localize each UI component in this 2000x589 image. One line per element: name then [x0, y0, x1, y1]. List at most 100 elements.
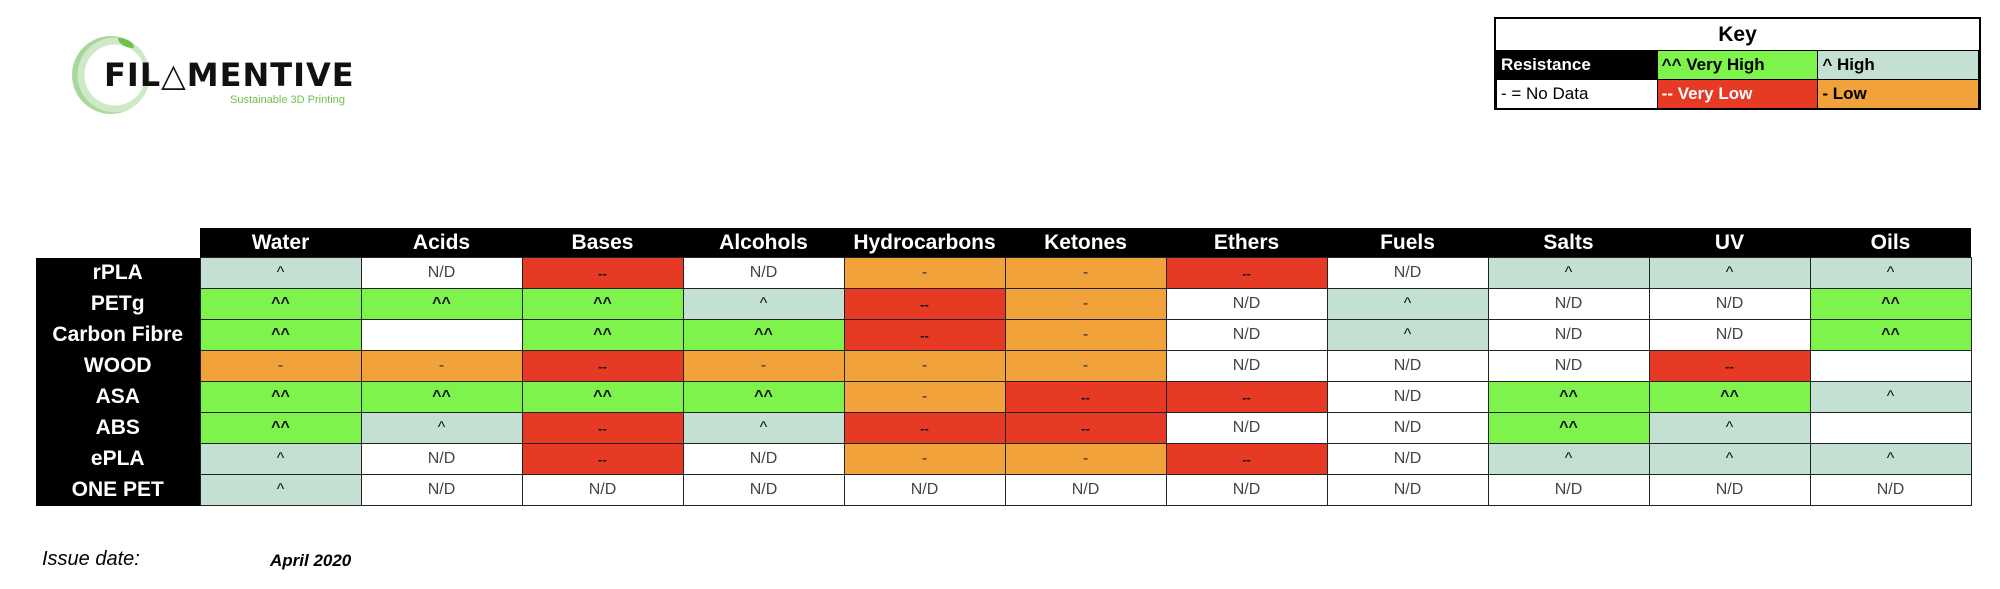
resistance-cell: -	[360, 350, 523, 382]
resistance-cell: --	[521, 443, 684, 475]
table-row: rPLA ^ N/D -- N/D - - -- N/D ^ ^ ^	[36, 257, 1972, 289]
resistance-cell: ^	[1487, 257, 1650, 289]
resistance-cell: N/D	[360, 443, 523, 475]
resistance-cell: -	[199, 350, 362, 382]
resistance-cell: N/D	[682, 257, 845, 289]
logo-wordmark: FIL△MENTIVE	[104, 56, 355, 94]
resistance-key: Key Resistance ^^ Very High ^ High - = No D…	[1494, 17, 1981, 110]
table-row: WOOD - - -- - - - N/D N/D N/D --	[36, 350, 1972, 382]
resistance-cell: ^	[1809, 381, 1972, 413]
resistance-cell: N/D	[1487, 474, 1650, 506]
material-label: ePLA	[36, 443, 200, 475]
key-cell: - Low	[1817, 79, 1979, 109]
column-header: Hydrocarbons	[844, 228, 1005, 258]
column-header: Bases	[522, 228, 683, 258]
resistance-cell: N/D	[1165, 319, 1328, 351]
table-row: Carbon Fibre ^^ ^^ ^^ -- - N/D ^ N/D N/D ^^	[36, 319, 1972, 351]
material-label: ASA	[36, 381, 200, 413]
resistance-cell: N/D	[1165, 288, 1328, 320]
resistance-cell: --	[521, 412, 684, 444]
resistance-cell: ^^	[199, 412, 362, 444]
column-header: Ethers	[1166, 228, 1327, 258]
resistance-cell: ^	[360, 412, 523, 444]
key-cell: - = No Data	[1496, 79, 1658, 109]
resistance-cell: ^^	[199, 319, 362, 351]
key-cell: Resistance	[1496, 50, 1658, 80]
resistance-cell: --	[843, 288, 1006, 320]
resistance-cell: N/D	[1809, 474, 1972, 506]
resistance-cell: ^	[1648, 257, 1811, 289]
resistance-cell: -	[1004, 319, 1167, 351]
resistance-cell: ^	[199, 443, 362, 475]
resistance-cell: N/D	[1648, 474, 1811, 506]
resistance-cell: --	[1165, 381, 1328, 413]
filamentive-logo: FIL△MENTIVE Sustainable 3D Printing	[70, 34, 370, 124]
table-row: ePLA ^ N/D -- N/D - - -- N/D ^ ^ ^	[36, 443, 1972, 475]
resistance-cell: -	[1004, 257, 1167, 289]
material-label: Carbon Fibre	[36, 319, 200, 351]
resistance-cell: -	[843, 443, 1006, 475]
resistance-cell: N/D	[521, 474, 684, 506]
resistance-cell: ^	[682, 412, 845, 444]
resistance-cell: ^^	[1487, 412, 1650, 444]
resistance-cell: ^^	[1648, 381, 1811, 413]
resistance-cell: --	[1648, 350, 1811, 382]
resistance-cell: ^^	[199, 288, 362, 320]
column-header: Water	[200, 228, 361, 258]
resistance-cell: --	[843, 412, 1006, 444]
logo-tagline: Sustainable 3D Printing	[230, 94, 345, 106]
key-cell: -- Very Low	[1656, 79, 1819, 109]
column-header: Oils	[1810, 228, 1971, 258]
column-header: Acids	[361, 228, 522, 258]
key-cell: ^ High	[1817, 50, 1979, 80]
column-header: Salts	[1488, 228, 1649, 258]
resistance-cell: ^^	[1487, 381, 1650, 413]
resistance-cell: ^	[1648, 443, 1811, 475]
column-header: Ketones	[1005, 228, 1166, 258]
key-row: Resistance ^^ Very High ^ High	[1496, 50, 1979, 80]
material-label: WOOD	[36, 350, 200, 382]
logo-ring-icon	[72, 36, 150, 114]
resistance-cell: N/D	[360, 474, 523, 506]
resistance-cell: ^^	[1809, 288, 1972, 320]
resistance-cell: N/D	[1487, 288, 1650, 320]
resistance-cell: N/D	[1487, 350, 1650, 382]
resistance-cell: --	[1165, 257, 1328, 289]
resistance-cell: -	[1004, 443, 1167, 475]
resistance-cell: N/D	[1648, 319, 1811, 351]
table-corner	[36, 228, 200, 258]
table-row: ONE PET ^ N/D N/D N/D N/D N/D N/D N/D N/D N/D N/D	[36, 474, 1972, 506]
resistance-cell: ^	[1648, 412, 1811, 444]
resistance-cell	[1809, 412, 1972, 444]
column-header: UV	[1649, 228, 1810, 258]
resistance-cell: ^	[1326, 319, 1489, 351]
resistance-cell: N/D	[1326, 381, 1489, 413]
resistance-cell: -	[843, 381, 1006, 413]
resistance-cell: --	[1004, 381, 1167, 413]
resistance-cell: N/D	[1326, 443, 1489, 475]
resistance-cell: ^	[199, 257, 362, 289]
resistance-cell: -	[843, 257, 1006, 289]
resistance-cell: N/D	[1165, 350, 1328, 382]
resistance-cell: N/D	[1326, 474, 1489, 506]
resistance-cell: ^^	[199, 381, 362, 413]
resistance-cell	[360, 319, 523, 351]
key-cell: ^^ Very High	[1656, 50, 1819, 80]
logo-leaf-icon	[118, 38, 134, 48]
resistance-cell: -	[682, 350, 845, 382]
resistance-cell: ^	[1809, 257, 1972, 289]
resistance-cell: ^	[199, 474, 362, 506]
resistance-cell: N/D	[1648, 288, 1811, 320]
resistance-cell: --	[521, 350, 684, 382]
column-header: Alcohols	[683, 228, 844, 258]
resistance-cell	[1809, 350, 1972, 382]
resistance-table: Water Acids Bases Alcohols Hydrocarbons Keton…	[36, 228, 1972, 506]
resistance-cell: ^	[1326, 288, 1489, 320]
key-row: - = No Data -- Very Low - Low	[1496, 79, 1979, 109]
resistance-cell: N/D	[1326, 257, 1489, 289]
resistance-cell: --	[843, 319, 1006, 351]
resistance-cell: ^^	[360, 381, 523, 413]
resistance-cell: N/D	[1487, 319, 1650, 351]
issue-date-value: April 2020	[270, 551, 352, 570]
resistance-cell: ^	[682, 288, 845, 320]
